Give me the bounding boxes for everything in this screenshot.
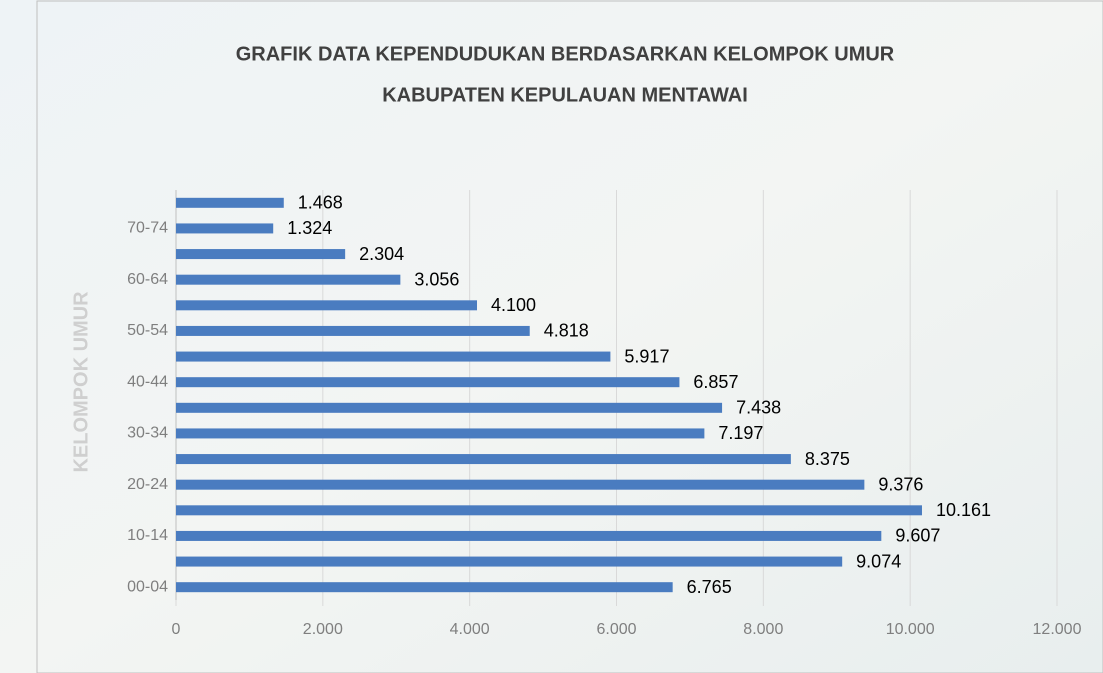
bar [176,428,704,438]
y-tick-label: 10-14 [127,527,168,544]
x-tick-label: 10.000 [886,621,935,638]
bar [176,454,791,464]
data-label: 1.468 [298,193,343,213]
bar [176,531,881,541]
bar [176,300,477,310]
data-label: 1.324 [287,218,332,238]
bar [176,249,345,259]
data-label: 5.917 [624,346,669,366]
x-tick-label: 0 [172,621,181,638]
y-tick-label: 50-54 [127,322,168,339]
y-tick-label: 40-44 [127,373,168,390]
y-tick-label: 00-04 [127,578,168,595]
data-label: 8.375 [805,449,850,469]
bar [176,403,722,413]
y-tick-label: 70-74 [127,220,168,237]
data-label: 6.765 [687,577,732,597]
bar [176,480,864,490]
data-label: 9.376 [878,474,923,494]
bar [176,582,673,592]
y-tick-label: 30-34 [127,425,168,442]
y-axis-label: KELOMPOK UMUR [70,291,92,473]
chart: GRAFIK DATA KEPENDUDUKAN BERDASARKAN KEL… [0,0,1103,673]
data-label: 10.161 [936,500,991,520]
x-tick-label: 2.000 [303,621,343,638]
bar [176,352,610,362]
data-label: 4.818 [544,321,589,341]
bar [176,275,400,285]
bar [176,198,284,208]
data-label: 6.857 [693,372,738,392]
x-tick-label: 4.000 [450,621,490,638]
data-label: 4.100 [491,295,536,315]
data-label: 9.607 [895,526,940,546]
y-tick-label: 20-24 [127,476,168,493]
data-label: 3.056 [414,269,459,289]
data-label: 9.074 [856,551,901,571]
x-tick-label: 8.000 [743,621,783,638]
bar [176,326,530,336]
bar [176,505,922,515]
data-label: 7.197 [718,423,763,443]
bar [176,223,273,233]
data-label: 2.304 [359,244,404,264]
x-tick-label: 12.000 [1033,621,1082,638]
data-label: 7.438 [736,398,781,418]
chart-subtitle: KABUPATEN KEPULAUAN MENTAWAI [382,84,748,106]
chart-title: GRAFIK DATA KEPENDUDUKAN BERDASARKAN KEL… [236,43,895,65]
bar [176,557,842,567]
y-tick-label: 60-64 [127,271,168,288]
x-tick-label: 6.000 [596,621,636,638]
bar [176,377,679,387]
